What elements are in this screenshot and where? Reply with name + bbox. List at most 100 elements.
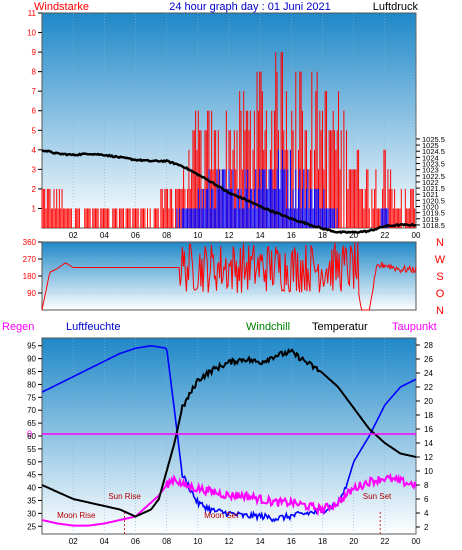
x-tick-label: 00 — [412, 231, 421, 240]
humidity-label: Luftfeuchte — [66, 321, 120, 333]
temperature-tick-label: 8 — [424, 481, 429, 490]
wind-speed-tick-label: 5 — [32, 126, 37, 135]
x-tick-label: 12 — [225, 537, 234, 546]
compass-letter: N — [436, 305, 444, 317]
wind-direction-line — [41, 242, 417, 311]
annotation-label: Moon Rise — [57, 511, 96, 520]
x-tick-label: 02 — [69, 537, 78, 546]
humidity-tick-label: 40 — [27, 484, 36, 493]
humidity-tick-label: 95 — [27, 342, 36, 351]
temperature-tick-label: 10 — [424, 467, 433, 476]
humidity-tick-label: 90 — [27, 355, 36, 364]
wind-speed-axis: 1 2 3 4 5 6 7 8 9 10 11 — [27, 9, 42, 213]
wind-speed-tick-label: 6 — [32, 107, 37, 116]
wind-speed-tick-label: 9 — [32, 48, 37, 57]
pressure-label: Luftdruck — [373, 1, 419, 13]
pressure-tick-label: 1021.5 — [422, 184, 445, 193]
humidity-tick-label: 60 — [27, 432, 36, 441]
pressure-tick-label: 1025 — [422, 141, 439, 150]
x-tick-label: 16 — [287, 231, 296, 240]
temperature-tick-label: 2 — [424, 523, 429, 532]
windchill-label: Windchill — [246, 321, 290, 333]
pressure-tick-label: 1021 — [422, 190, 439, 199]
pressure-line — [41, 149, 417, 235]
humidity-tick-label: 45 — [27, 471, 36, 480]
compass-letter: O — [436, 288, 445, 300]
x-tick-label: 18 — [318, 231, 327, 240]
wind-speed-tick-label: 8 — [32, 68, 37, 77]
pressure-tick-label: 1024.5 — [422, 147, 445, 156]
x-tick-label: 22 — [380, 231, 389, 240]
x-tick-label: 22 — [380, 537, 389, 546]
temperature-line — [41, 348, 417, 518]
rain-label: Regen — [2, 321, 34, 333]
temperature-tick-label: 20 — [424, 397, 433, 406]
humidity-line — [41, 344, 417, 523]
pressure-tick-label: 1019 — [422, 215, 439, 224]
sun-moon-annotations: Moon Rise Sun Rise Moon Set Sun Set — [57, 492, 392, 534]
temperature-tick-label: 6 — [424, 495, 429, 504]
x-tick-label: 02 — [69, 231, 78, 240]
wind-speed-tick-label: 4 — [32, 146, 37, 155]
dewpoint-line — [41, 472, 417, 527]
x-tick-label: 18 — [318, 537, 327, 546]
x-tick-label: 06 — [131, 231, 140, 240]
wind-speed-tick-label: 2 — [32, 185, 37, 194]
wind-direction-tick-label: 180 — [23, 272, 37, 281]
panel-temp-humidity-bg — [41, 337, 417, 535]
temperature-tick-label: 4 — [424, 509, 429, 518]
dewpoint-label: Taupunkt — [392, 321, 437, 333]
wind-gust-bars — [176, 149, 389, 228]
rain-value: 0 — [27, 429, 32, 439]
pressure-tick-label: 1024 — [422, 153, 439, 162]
pressure-tick-label: 1022.5 — [422, 172, 445, 181]
temperature-tick-label: 16 — [424, 425, 433, 434]
wind-direction-tick-label: 360 — [23, 238, 37, 247]
temperature-label: Temperatur — [312, 321, 368, 333]
temperature-tick-label: 18 — [424, 411, 433, 420]
panel-wind-direction-grid — [42, 258, 416, 294]
x-tick-label: 08 — [162, 231, 171, 240]
x-tick-label: 16 — [287, 537, 296, 546]
humidity-tick-label: 30 — [27, 509, 36, 518]
compass-letter: N — [436, 237, 444, 249]
humidity-tick-label: 25 — [27, 522, 36, 531]
humidity-tick-label: 70 — [27, 406, 36, 415]
humidity-tick-label: 35 — [27, 496, 36, 505]
panel-temp-x-axis: 02 04 06 08 10 12 14 16 18 20 22 00 — [69, 537, 421, 546]
x-tick-label: 12 — [225, 231, 234, 240]
x-tick-label: 10 — [193, 231, 202, 240]
wind-direction-axis: 90 180 270 360 — [23, 238, 42, 298]
temperature-tick-label: 12 — [424, 453, 433, 462]
temperature-tick-label: 22 — [424, 383, 433, 392]
humidity-tick-label: 50 — [27, 458, 36, 467]
annotation-label: Sun Set — [363, 492, 392, 501]
temperature-tick-label: 14 — [424, 439, 433, 448]
pressure-tick-label: 1018.5 — [422, 221, 445, 230]
temperature-tick-label: 26 — [424, 355, 433, 364]
chart-title: 24 hour graph day : 01 Juni 2021 — [169, 1, 330, 13]
compass-letter: S — [436, 271, 443, 283]
wind-speed-tick-label: 7 — [32, 87, 37, 96]
wind-speed-tick-label: 11 — [28, 9, 37, 18]
wind-speed-tick-label: 1 — [32, 204, 37, 213]
pressure-tick-label: 1023.5 — [422, 160, 445, 169]
compass-letter: W — [435, 254, 446, 266]
x-tick-label: 08 — [162, 537, 171, 546]
humidity-tick-label: 55 — [27, 445, 36, 454]
humidity-axis: 25 30 35 40 45 50 55 60 65 70 75 80 85 90 95 — [27, 342, 42, 531]
panel-wind-x-axis: 02 04 06 08 10 12 14 16 18 20 22 00 — [69, 231, 421, 240]
x-tick-label: 14 — [256, 537, 265, 546]
humidity-tick-label: 75 — [27, 393, 36, 402]
temperature-tick-label: 24 — [424, 369, 433, 378]
x-tick-label: 20 — [349, 231, 358, 240]
pressure-tick-label: 1020 — [422, 203, 439, 212]
wind-speed-tick-label: 3 — [32, 165, 37, 174]
wind-speed-label: Windstarke — [34, 1, 89, 13]
x-tick-label: 04 — [100, 537, 109, 546]
annotation-label: Sun Rise — [108, 492, 141, 501]
pressure-tick-label: 1020.5 — [422, 196, 445, 205]
pressure-tick-label: 1022 — [422, 178, 439, 187]
